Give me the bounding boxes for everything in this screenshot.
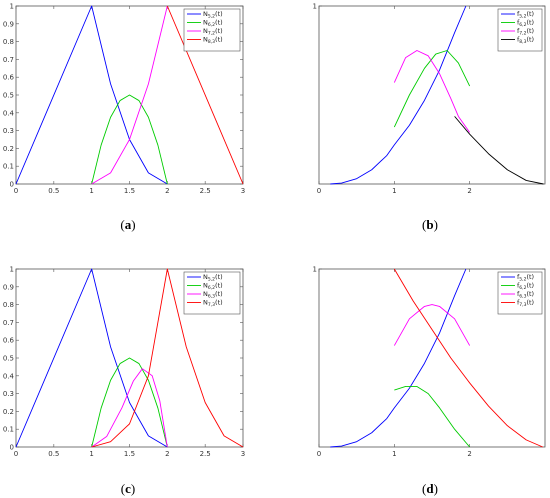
panel-caption: (c) — [121, 481, 135, 496]
y-tick-label: 0 — [10, 444, 14, 452]
y-tick-label: 0.7 — [3, 56, 14, 64]
x-tick-label: 2.5 — [200, 187, 211, 195]
series-line-2 — [394, 386, 471, 448]
x-tick-label: 1 — [89, 450, 93, 458]
x-tick-label: 2.5 — [200, 450, 211, 458]
legend-entry: f6,3(t) — [517, 290, 534, 300]
series-line-1 — [15, 268, 168, 448]
chart-panel-c: 0 0.5 1 1.5 2 2.5 3 0 0.1 0.2 0.3 0.4 0.5 0.6 0.7 0.8 0.… — [3, 266, 245, 497]
legend-box — [183, 271, 241, 315]
panel-caption: (a) — [120, 217, 135, 232]
series-line-1 — [330, 268, 467, 448]
y-tick-label: 0.6 — [3, 337, 15, 345]
legend-entry: f7,2(t) — [517, 27, 534, 37]
series-line-4 — [454, 116, 544, 185]
series-line-4 — [91, 268, 244, 448]
y-tick-label: 0.3 — [3, 127, 14, 135]
panel-caption: (b) — [422, 217, 438, 232]
x-tick-label: 1.5 — [124, 450, 135, 458]
legend-entry: N6,3(t) — [203, 290, 223, 300]
x-tick-label: 0 — [317, 187, 321, 195]
series-line-2 — [393, 50, 471, 128]
y-tick-label: 1 — [10, 266, 14, 274]
chart-panel-d: 0 1 2 1 f5,2(t)f6,2(t)f6,3(t)f7,3(t) (d) — [313, 266, 546, 496]
x-tick-label: 2 — [165, 187, 169, 195]
y-tick-label: 0.8 — [3, 38, 14, 46]
series-line-1 — [330, 5, 467, 185]
series-line-4 — [393, 268, 543, 448]
y-tick-label: 1 — [313, 3, 317, 11]
chart-panel-b: 0 1 2 1 f5,2(t)f6,2(t)f7,2(t)f8,3(t) (b) — [313, 3, 546, 232]
legend-entry: N5,2(t) — [203, 10, 223, 20]
series-line-3 — [393, 50, 471, 133]
y-tick-label: 0.3 — [3, 390, 14, 398]
legend-entry: f6,2(t) — [517, 282, 534, 292]
y-tick-label: 0.4 — [3, 372, 15, 380]
x-tick-label: 1 — [392, 187, 396, 195]
x-tick-label: 2 — [165, 450, 169, 458]
x-tick-label: 0 — [14, 450, 18, 458]
y-tick-label: 0.6 — [3, 74, 15, 82]
legend-entry: f5,2(t) — [517, 10, 534, 20]
y-tick-label: 1 — [10, 3, 14, 11]
legend-box — [497, 8, 543, 52]
legend-entry: f5,2(t) — [517, 273, 534, 283]
series-line-3 — [91, 368, 168, 448]
legend-entry: N6,2(t) — [203, 282, 223, 292]
series-line-4 — [166, 5, 244, 185]
legend-entry: f8,3(t) — [517, 36, 534, 46]
x-tick-label: 0 — [14, 187, 18, 195]
x-tick-label: 1.5 — [124, 187, 135, 195]
legend-entry: N7,3(t) — [203, 299, 223, 309]
legend-entry: N8,3(t) — [203, 36, 223, 46]
y-tick-label: 1 — [313, 266, 317, 274]
x-tick-label: 3 — [241, 187, 245, 195]
y-tick-label: 0.1 — [3, 426, 14, 434]
x-tick-label: 0 — [317, 450, 321, 458]
chart-panel-a: 0 0.5 1 1.5 2 2.5 3 0 0.1 0.2 0.3 0.4 0.5 0.6 0.7 0.8 0.… — [3, 3, 245, 233]
y-tick-label: 0.4 — [3, 109, 15, 117]
y-tick-label: 0.9 — [3, 283, 14, 291]
x-tick-label: 3 — [241, 450, 245, 458]
legend-entry: N6,2(t) — [203, 19, 223, 29]
x-tick-label: 0.5 — [48, 450, 59, 458]
legend-box — [183, 8, 241, 52]
x-tick-label: 0.5 — [48, 187, 59, 195]
series-line-1 — [15, 5, 168, 185]
legend-box — [497, 271, 543, 315]
series-line-2 — [91, 94, 168, 185]
y-tick-label: 0.7 — [3, 319, 14, 327]
y-tick-label: 0.1 — [3, 163, 14, 171]
series-line-3 — [393, 304, 471, 346]
legend-entry: f7,3(t) — [517, 299, 534, 309]
y-tick-label: 0.9 — [3, 20, 14, 28]
panel-caption: (d) — [422, 481, 438, 496]
series-line-2 — [91, 357, 168, 448]
x-tick-label: 2 — [467, 450, 471, 458]
legend-entry: N5,2(t) — [203, 273, 223, 283]
y-tick-label: 0 — [10, 181, 14, 189]
x-tick-label: 1 — [392, 450, 396, 458]
y-tick-label: 0.2 — [3, 145, 14, 153]
y-tick-label: 0.8 — [3, 301, 14, 309]
y-tick-label: 0.5 — [3, 355, 14, 363]
y-tick-label: 0.5 — [3, 92, 14, 100]
legend-entry: f6,2(t) — [517, 19, 534, 29]
x-tick-label: 1 — [89, 187, 93, 195]
y-tick-label: 0.2 — [3, 408, 14, 416]
series-line-3 — [91, 5, 168, 185]
x-tick-label: 2 — [467, 187, 471, 195]
legend-entry: N7,2(t) — [203, 27, 223, 37]
